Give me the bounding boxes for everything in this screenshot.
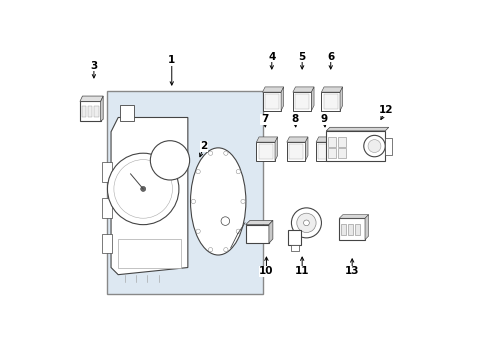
Text: 2: 2 (200, 141, 208, 151)
FancyBboxPatch shape (245, 225, 269, 243)
FancyBboxPatch shape (102, 162, 112, 182)
FancyBboxPatch shape (326, 131, 385, 161)
Circle shape (221, 217, 230, 225)
Polygon shape (312, 87, 314, 111)
Polygon shape (256, 137, 278, 142)
Circle shape (208, 248, 213, 252)
Text: 4: 4 (268, 52, 275, 62)
Circle shape (236, 170, 241, 174)
Circle shape (107, 153, 179, 225)
FancyBboxPatch shape (291, 245, 298, 251)
Text: 6: 6 (327, 52, 334, 62)
Polygon shape (111, 117, 188, 275)
FancyBboxPatch shape (328, 148, 336, 158)
Polygon shape (326, 127, 389, 131)
Text: 3: 3 (90, 61, 98, 71)
Polygon shape (245, 220, 273, 225)
FancyBboxPatch shape (80, 102, 100, 121)
FancyBboxPatch shape (355, 224, 360, 235)
Text: 9: 9 (321, 114, 328, 124)
Text: 8: 8 (292, 114, 298, 124)
Text: 10: 10 (259, 266, 274, 276)
Text: 7: 7 (261, 114, 269, 124)
Text: 11: 11 (295, 266, 309, 276)
FancyBboxPatch shape (323, 94, 338, 109)
FancyBboxPatch shape (287, 142, 305, 161)
FancyBboxPatch shape (82, 106, 86, 117)
FancyBboxPatch shape (288, 230, 301, 246)
FancyBboxPatch shape (256, 142, 275, 161)
Circle shape (150, 141, 190, 180)
Polygon shape (339, 215, 368, 218)
Polygon shape (305, 137, 308, 161)
Circle shape (241, 199, 245, 203)
Circle shape (196, 229, 200, 233)
FancyBboxPatch shape (338, 136, 346, 147)
Polygon shape (335, 137, 337, 161)
Polygon shape (365, 215, 368, 240)
FancyBboxPatch shape (102, 234, 112, 253)
Text: 1: 1 (168, 55, 175, 65)
FancyBboxPatch shape (316, 142, 335, 161)
FancyBboxPatch shape (118, 239, 181, 267)
FancyBboxPatch shape (102, 198, 112, 217)
Polygon shape (321, 87, 343, 92)
Circle shape (236, 229, 241, 233)
Circle shape (292, 208, 321, 238)
FancyBboxPatch shape (289, 144, 303, 158)
Circle shape (141, 186, 146, 192)
FancyBboxPatch shape (321, 92, 340, 111)
FancyBboxPatch shape (318, 144, 333, 158)
Polygon shape (100, 96, 103, 121)
Ellipse shape (191, 148, 246, 255)
Polygon shape (269, 220, 273, 243)
FancyBboxPatch shape (348, 224, 353, 235)
Circle shape (208, 151, 213, 155)
FancyBboxPatch shape (293, 92, 312, 111)
Text: 12: 12 (379, 105, 393, 115)
Circle shape (224, 248, 228, 252)
FancyBboxPatch shape (107, 91, 263, 294)
Polygon shape (293, 87, 314, 92)
Circle shape (368, 140, 381, 153)
FancyBboxPatch shape (338, 148, 346, 158)
FancyBboxPatch shape (259, 144, 273, 158)
Polygon shape (287, 137, 308, 142)
FancyBboxPatch shape (339, 218, 365, 240)
Circle shape (196, 170, 200, 174)
FancyBboxPatch shape (342, 224, 346, 235)
FancyBboxPatch shape (88, 106, 93, 117)
FancyBboxPatch shape (385, 138, 392, 155)
FancyBboxPatch shape (94, 106, 98, 117)
Polygon shape (316, 137, 337, 142)
FancyBboxPatch shape (263, 92, 281, 111)
FancyBboxPatch shape (328, 136, 336, 147)
Circle shape (114, 159, 172, 218)
Polygon shape (80, 96, 103, 102)
Circle shape (191, 199, 196, 203)
Polygon shape (281, 87, 284, 111)
Text: 5: 5 (298, 52, 306, 62)
Circle shape (304, 220, 309, 226)
Polygon shape (340, 87, 343, 111)
Polygon shape (275, 137, 278, 161)
Circle shape (364, 135, 385, 157)
Polygon shape (263, 87, 284, 92)
FancyBboxPatch shape (295, 94, 309, 109)
Circle shape (224, 151, 228, 155)
FancyBboxPatch shape (120, 105, 134, 121)
Circle shape (297, 213, 316, 233)
FancyBboxPatch shape (265, 94, 279, 109)
Text: 13: 13 (345, 266, 360, 276)
